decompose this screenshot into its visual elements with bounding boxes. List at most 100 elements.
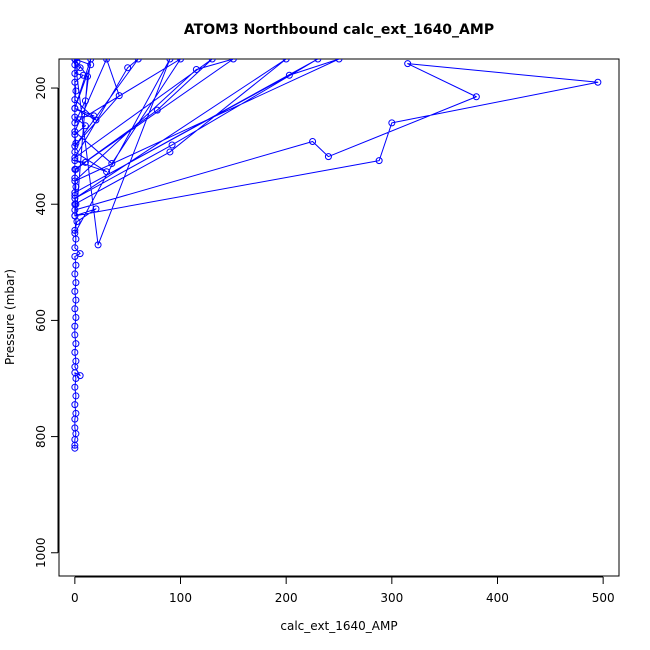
series-points [71, 59, 602, 452]
y-tick-label: 1000 [34, 537, 48, 568]
data-point [72, 279, 80, 287]
data-point [71, 174, 79, 182]
data-point [71, 96, 79, 104]
data-point [76, 250, 84, 258]
chart-title: ATOM3 Northbound calc_ext_1640_AMP [184, 22, 494, 38]
data-point [71, 177, 79, 185]
data-point [71, 142, 79, 150]
data-point [115, 92, 123, 100]
data-point [71, 383, 79, 391]
data-point [71, 154, 79, 162]
data-point [314, 59, 322, 63]
x-axis-label: calc_ext_1640_AMP [280, 619, 397, 633]
data-point [375, 157, 383, 165]
x-tick-label: 0 [71, 591, 79, 605]
data-point [72, 87, 80, 95]
data-point [472, 93, 480, 101]
data-point [335, 59, 343, 63]
data-point [71, 78, 79, 86]
data-point [72, 340, 80, 348]
data-point [71, 348, 79, 356]
data-point [76, 64, 84, 72]
data-point [388, 119, 396, 127]
data-point [94, 241, 102, 249]
data-point [71, 189, 79, 197]
data-point [229, 59, 237, 63]
data-point [72, 314, 80, 321]
data-point [71, 59, 79, 63]
data-point [72, 296, 80, 304]
data-point [81, 158, 89, 166]
data-point [71, 70, 79, 78]
data-point [103, 168, 111, 176]
data-point [71, 229, 79, 237]
y-tick-label: 600 [34, 309, 48, 332]
data-point [71, 104, 79, 112]
data-point [71, 305, 79, 313]
x-tick-label: 300 [380, 591, 403, 605]
data-point [594, 78, 602, 86]
data-point [79, 71, 87, 79]
data-point [103, 59, 111, 63]
data-point [168, 141, 176, 149]
data-point [90, 112, 98, 120]
data-point [177, 59, 185, 63]
y-tick-label: 400 [34, 193, 48, 216]
data-point [71, 119, 79, 127]
data-point [72, 409, 80, 417]
x-tick-label: 400 [486, 591, 509, 605]
data-point [282, 59, 290, 63]
data-point [324, 153, 332, 161]
data-point [285, 71, 293, 79]
plot-frame [58, 58, 620, 577]
data-point [71, 192, 79, 200]
data-point [71, 444, 79, 452]
data-point [71, 331, 79, 339]
data-point [84, 72, 92, 80]
data-point [71, 401, 79, 409]
x-axis: 0 100 200 300 400 500 [71, 576, 615, 605]
data-point [72, 392, 80, 400]
data-point [208, 59, 216, 63]
series-lines [74, 59, 599, 449]
data-point [71, 131, 79, 139]
data-point [87, 61, 95, 69]
series-line [74, 59, 599, 449]
y-tick-label: 200 [34, 77, 48, 100]
data-point [71, 244, 79, 252]
data-point [71, 165, 79, 173]
data-point [166, 59, 174, 63]
data-point [71, 157, 79, 165]
data-point [71, 322, 79, 330]
data-point [404, 60, 412, 68]
data-point [309, 137, 317, 145]
x-tick-label: 100 [169, 591, 192, 605]
data-point [134, 59, 142, 63]
data-point [166, 148, 174, 156]
data-point [73, 218, 81, 226]
data-point [76, 372, 84, 380]
y-axis-label: Pressure (mbar) [3, 269, 17, 365]
data-point [192, 65, 200, 73]
data-point [71, 424, 79, 432]
data-point [71, 212, 79, 220]
y-axis: 200 400 600 800 1000 [34, 77, 59, 568]
data-point [72, 357, 80, 365]
data-point [124, 64, 132, 72]
data-point [153, 106, 161, 114]
data-point [92, 205, 100, 213]
data-point [71, 253, 79, 261]
data-point [71, 287, 79, 295]
data-point [71, 128, 79, 136]
x-tick-label: 500 [592, 591, 615, 605]
data-point [108, 160, 116, 168]
data-point [92, 116, 100, 124]
data-point [81, 122, 89, 130]
data-point [81, 97, 89, 105]
data-point [71, 226, 79, 234]
x-tick-label: 200 [275, 591, 298, 605]
y-tick-label: 800 [34, 425, 48, 448]
data-point [71, 270, 79, 278]
data-point [72, 261, 80, 269]
